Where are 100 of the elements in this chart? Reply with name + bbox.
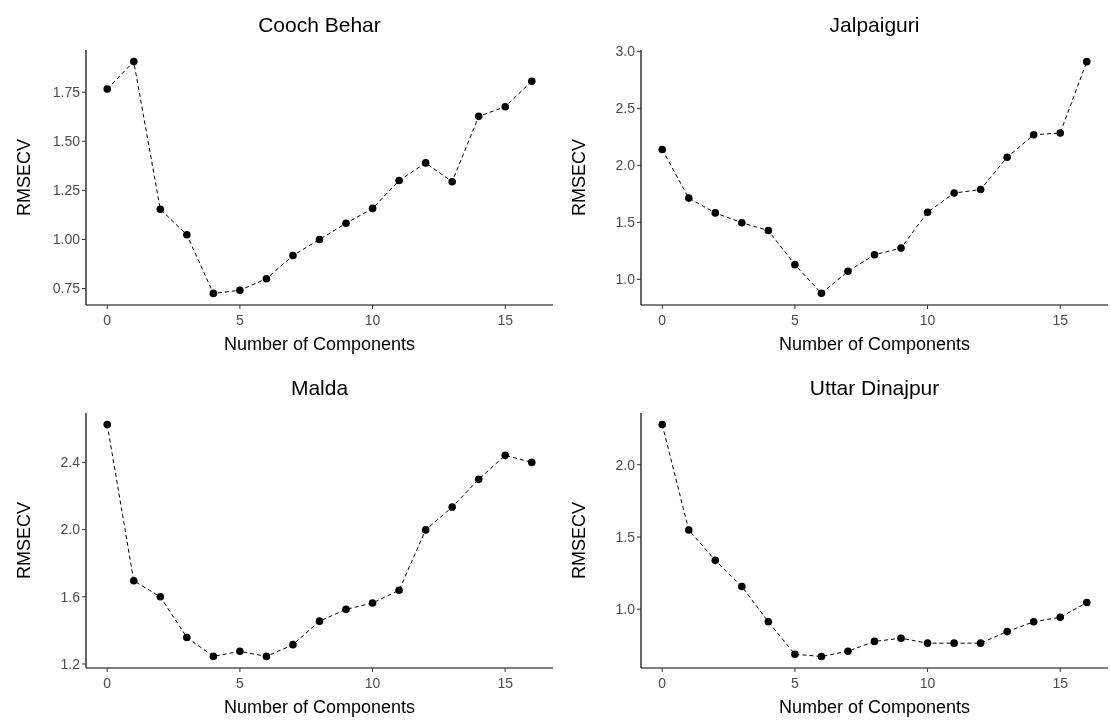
- point: [501, 451, 510, 460]
- x-tick-label: 10: [919, 312, 936, 328]
- x-tick-label: 5: [791, 675, 799, 691]
- point: [738, 582, 746, 591]
- point: [315, 235, 324, 244]
- point: [262, 652, 271, 661]
- point: [448, 177, 456, 186]
- y-tick-label: 2.4: [60, 454, 81, 471]
- y-tick-label: 0.75: [52, 280, 81, 297]
- point: [791, 260, 799, 269]
- y-axis-title: RMSECV: [14, 501, 34, 580]
- point: [976, 185, 985, 194]
- point: [950, 189, 958, 197]
- x-axis-title: Number of Components: [223, 334, 416, 354]
- point: [1003, 627, 1011, 636]
- chart-title: Uttar Dinajpur: [809, 376, 940, 399]
- point: [817, 289, 826, 298]
- point: [950, 639, 958, 647]
- x-axis-title: Number of Components: [223, 697, 416, 717]
- x-axis-title: Number of Components: [778, 697, 971, 717]
- y-axis-title: RMSECV: [569, 501, 589, 580]
- point: [395, 586, 403, 595]
- point: [1029, 617, 1038, 626]
- point: [1082, 57, 1091, 66]
- point: [764, 617, 773, 626]
- point: [421, 526, 430, 534]
- y-tick-label: 2.5: [615, 100, 636, 117]
- point: [738, 218, 746, 227]
- x-tick-label: 15: [1052, 312, 1069, 328]
- x-tick-label: 10: [919, 675, 936, 691]
- point: [368, 599, 377, 607]
- point: [129, 57, 138, 66]
- y-tick-label: 1.75: [52, 84, 81, 101]
- point: [342, 219, 350, 228]
- point: [764, 226, 773, 235]
- point: [923, 208, 932, 217]
- y-tick-label: 1.5: [615, 528, 636, 545]
- y-tick-label: 1.5: [615, 214, 636, 231]
- point: [897, 634, 905, 643]
- point: [527, 458, 536, 467]
- point: [923, 639, 932, 647]
- point: [129, 577, 138, 585]
- point: [474, 475, 483, 484]
- x-axis-title: Number of Components: [778, 334, 971, 354]
- y-axis-title: RMSECV: [14, 138, 34, 217]
- point: [448, 503, 456, 511]
- point: [527, 77, 536, 86]
- point: [183, 633, 191, 642]
- point: [236, 647, 244, 656]
- point: [1082, 598, 1091, 607]
- y-tick-label: 1.25: [52, 182, 81, 199]
- point: [1029, 131, 1038, 139]
- point: [183, 230, 191, 239]
- x-tick-label: 5: [236, 312, 244, 328]
- x-tick-label: 0: [103, 312, 112, 328]
- point: [791, 650, 799, 659]
- point: [421, 159, 430, 167]
- point: [236, 286, 244, 295]
- point: [1056, 613, 1065, 622]
- point: [209, 289, 218, 298]
- x-tick-label: 5: [791, 312, 799, 328]
- point: [870, 250, 879, 259]
- point: [209, 652, 218, 661]
- point: [501, 102, 510, 111]
- y-tick-label: 1.00: [52, 231, 81, 248]
- point: [315, 617, 324, 625]
- point: [474, 112, 483, 121]
- point: [711, 556, 720, 565]
- point: [870, 637, 879, 646]
- point: [897, 244, 905, 252]
- point: [395, 176, 403, 185]
- y-tick-label: 1.2: [60, 655, 81, 672]
- point: [1003, 153, 1011, 162]
- point: [684, 194, 693, 202]
- point: [103, 420, 112, 429]
- point: [1056, 129, 1065, 137]
- point: [684, 526, 693, 534]
- x-tick-label: 0: [658, 675, 667, 691]
- chart-title: Jalpaiguri: [829, 13, 920, 36]
- point: [289, 251, 297, 260]
- x-tick-label: 10: [364, 675, 381, 691]
- point: [844, 647, 852, 656]
- y-tick-label: 2.0: [615, 456, 636, 473]
- point: [658, 420, 667, 429]
- chart-title: Cooch Behar: [258, 13, 381, 36]
- x-tick-label: 5: [236, 675, 244, 691]
- y-tick-label: 1.6: [60, 588, 81, 605]
- y-tick-label: 1.0: [615, 271, 636, 288]
- x-tick-label: 15: [497, 312, 514, 328]
- x-tick-label: 15: [1052, 675, 1069, 691]
- y-tick-label: 2.0: [60, 521, 81, 538]
- point: [844, 267, 852, 276]
- x-tick-label: 0: [103, 675, 112, 691]
- y-tick-label: 1.0: [615, 601, 636, 618]
- y-tick-label: 3.0: [615, 43, 636, 60]
- point: [156, 205, 165, 213]
- point: [976, 639, 985, 647]
- point: [711, 209, 720, 217]
- x-tick-label: 0: [658, 312, 667, 328]
- y-tick-label: 1.50: [52, 133, 81, 150]
